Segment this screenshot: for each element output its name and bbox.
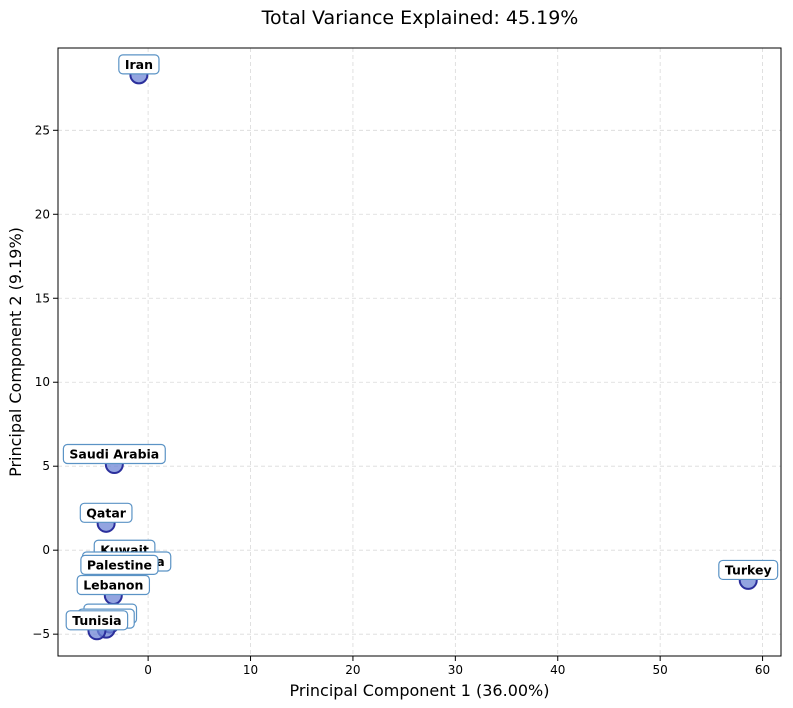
label-text: Tunisia <box>72 613 121 628</box>
data-points <box>87 65 758 641</box>
plot-area-frame <box>57 47 782 657</box>
chart-title: Total Variance Explained: 45.19% <box>261 7 579 29</box>
x-axis-label: Principal Component 1 (36.00%) <box>290 681 550 700</box>
x-tick-label: 30 <box>448 663 463 677</box>
x-tick-label: 10 <box>243 663 258 677</box>
y-tick-label: −5 <box>32 627 50 641</box>
y-tick-label: 5 <box>42 459 50 473</box>
y-tick-label: 0 <box>42 543 50 557</box>
label-box <box>62 443 166 465</box>
label-box <box>718 559 779 581</box>
x-tick-label: 20 <box>345 663 360 677</box>
label-text: Iran <box>125 57 153 72</box>
label-box <box>80 554 159 575</box>
y-tick-label: 25 <box>35 123 50 137</box>
point-label-lebanon: Lebanon <box>76 574 151 596</box>
label-text: Saudi Arabia <box>69 447 159 462</box>
label-box <box>65 610 129 631</box>
label-text: Lebanon <box>83 578 143 593</box>
label-text: Turkey <box>725 562 772 577</box>
point-label-qatar: Qatar <box>79 502 133 523</box>
y-tick-label: 20 <box>35 207 50 221</box>
x-tick-label: 40 <box>550 663 565 677</box>
label-box <box>76 574 151 596</box>
y-tick-label: 15 <box>35 291 50 305</box>
label-box <box>79 502 133 523</box>
y-tick-label: 10 <box>35 375 50 389</box>
point-label-palestine: Palestine <box>80 554 159 575</box>
y-axis-label: Principal Component 2 (9.19%) <box>6 227 25 477</box>
x-tick-label: 50 <box>653 663 668 677</box>
grid-lines <box>58 48 781 656</box>
point-label-iran: Iran <box>118 54 160 75</box>
point-label-tunisia: Tunisia <box>65 610 129 631</box>
label-text: Palestine <box>87 557 152 572</box>
x-tick-label: 60 <box>755 663 770 677</box>
x-tick-label: 0 <box>144 663 152 677</box>
label-box <box>118 54 160 75</box>
point-label-turkey: Turkey <box>718 559 779 581</box>
axis-ticks: 0 10 20 30 40 50 60 −5 0 5 10 15 20 25 <box>32 123 770 677</box>
label-text: Qatar <box>86 505 126 520</box>
point-label-saudi-arabia: Saudi Arabia <box>62 443 166 465</box>
